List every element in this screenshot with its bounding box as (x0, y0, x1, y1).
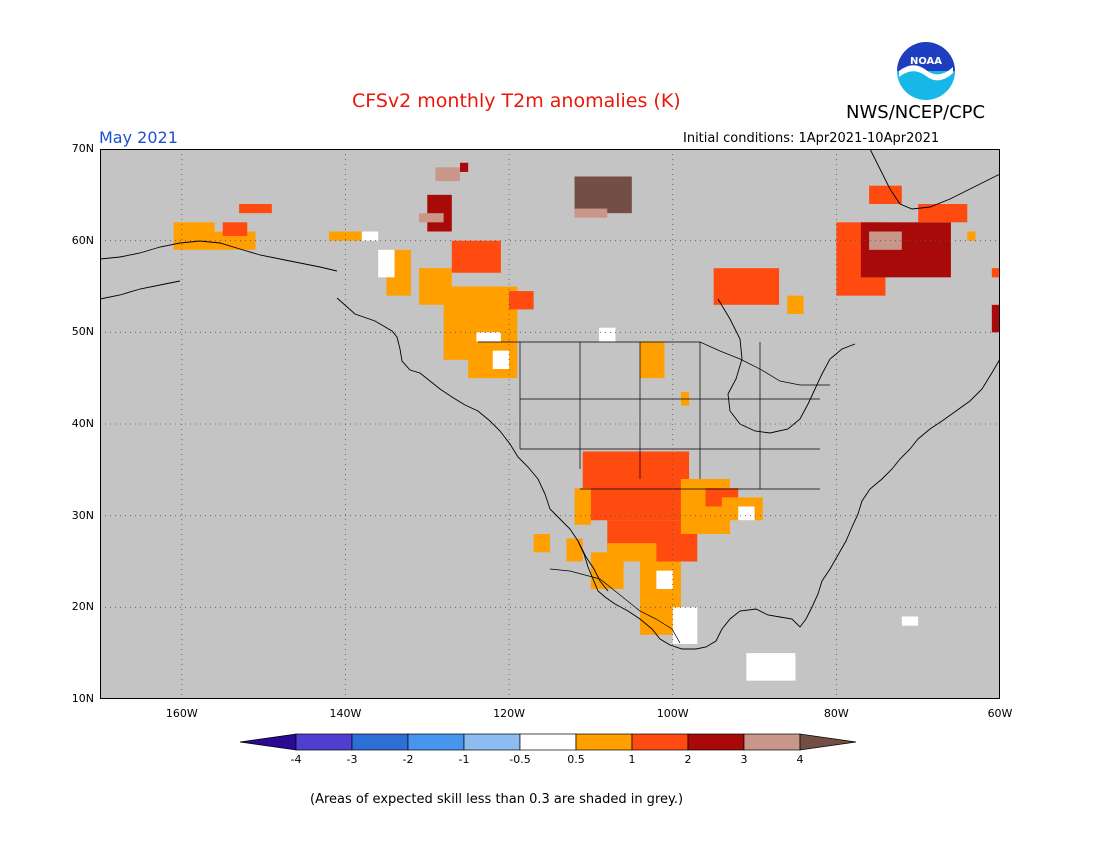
anomaly-cell-neutral (476, 332, 501, 342)
anomaly-cell-warm1 (173, 222, 215, 250)
us-states-1 (519, 342, 820, 490)
colorbar-segment (575, 733, 633, 751)
hudson-bay-coast (717, 298, 856, 434)
anomaly-cell-neutral (738, 506, 755, 521)
lon-label: 100W (656, 707, 689, 720)
colorbar-segment (295, 733, 353, 751)
anomaly-cell-neutral (599, 327, 616, 342)
colorbar-segment (743, 733, 801, 751)
colorbar-min-arrow (240, 733, 297, 751)
baja-coast (577, 540, 609, 592)
lat-label: 40N (71, 417, 94, 430)
anomaly-cell-warm4 (435, 167, 460, 182)
lat-label: 70N (71, 142, 94, 155)
map-gridlines (100, 149, 1000, 699)
colorbar-label: -2 (402, 753, 414, 766)
colorbar-segment (631, 733, 689, 751)
anomaly-cell-warm1 (566, 538, 583, 562)
anomaly-cell-warm3 (427, 194, 452, 232)
lat-label: 20N (71, 600, 94, 614)
anomaly-cell-neutral (901, 616, 919, 626)
political-borders (478, 341, 830, 644)
colorbar-label: -4 (290, 753, 302, 766)
alaska-coast (100, 240, 338, 272)
colorbar-cells (240, 733, 857, 751)
anomaly-cell-neutral (746, 653, 796, 681)
colorbar-label: 4 (796, 753, 804, 766)
anomaly-cell-warm2 (991, 268, 1000, 278)
lon-label: 160W (165, 707, 198, 720)
anomaly-cell-neutral (378, 249, 395, 278)
colorbar-label: 3 (740, 753, 748, 766)
anomaly-cell-warm5 (574, 176, 632, 214)
chart-title: CFSv2 monthly T2m anomalies (K) (352, 90, 681, 112)
anomaly-cells (173, 162, 1000, 681)
lat-label: 60N (71, 233, 94, 247)
colorbar-segment (463, 733, 521, 751)
noaa-logo: NOAA (896, 41, 956, 101)
logo-text: NOAA (910, 56, 942, 67)
anomaly-cell-warm1 (640, 341, 665, 379)
initial-conditions: Initial conditions: 1Apr2021-10Apr2021 (683, 131, 940, 146)
anomaly-cell-warm4 (574, 208, 608, 218)
anomaly-cell-warm2 (713, 268, 780, 305)
lon-label: 80W (823, 707, 849, 720)
anomaly-cell-warm1 (574, 488, 591, 525)
anomaly-cell-neutral (656, 570, 673, 589)
coastlines (100, 149, 1000, 650)
anomaly-cell-warm2 (509, 291, 534, 310)
anomaly-cell-warm2 (582, 451, 690, 521)
lat-label: 10N (71, 692, 94, 705)
greenland-coast (869, 149, 1000, 210)
colorbar-segment (351, 733, 409, 751)
anomaly-cell-warm3 (460, 162, 469, 172)
skill-footnote: (Areas of expected skill less than 0.3 a… (310, 792, 684, 807)
anomaly-cell-neutral (361, 231, 379, 241)
lat-label: 50N (71, 325, 94, 339)
colorbar-label: 0.5 (567, 753, 585, 766)
anomaly-map (100, 149, 1000, 699)
anomaly-cell-warm1 (787, 295, 804, 314)
anomaly-cell-warm2 (239, 204, 272, 214)
forecast-month: May 2021 (99, 128, 178, 147)
alaska-peninsula (100, 280, 181, 300)
lon-label: 140W (329, 707, 362, 720)
colorbar-label: 1 (628, 753, 636, 766)
agency-label: NWS/NCEP/CPC (846, 102, 986, 123)
north-america-coast (336, 297, 1000, 650)
colorbar-label: -0.5 (509, 753, 531, 766)
colorbar-label: -3 (346, 753, 358, 766)
us-mexico-border (549, 568, 681, 644)
colorbar-segment (407, 733, 465, 751)
colorbar (240, 733, 857, 751)
colorbar-max-arrow (799, 733, 857, 751)
anomaly-cell-warm2 (918, 204, 968, 223)
anomaly-cell-neutral (492, 350, 510, 369)
lon-label: 60W (987, 707, 1013, 720)
anomaly-cell-warm1 (533, 534, 550, 553)
colorbar-segment (687, 733, 745, 751)
anomaly-cell-warm1 (443, 286, 518, 360)
colorbar-label: -1 (458, 753, 470, 766)
anomaly-cell-warm4 (419, 213, 444, 223)
anomaly-cell-warm1 (967, 231, 976, 241)
lon-label: 120W (493, 707, 526, 720)
anomaly-cell-warm1 (329, 231, 362, 241)
lat-label: 30N (71, 508, 94, 522)
map-frame (100, 149, 1000, 699)
anomaly-cell-warm2 (222, 222, 248, 237)
us-canada-border (478, 341, 830, 386)
colorbar-label: 2 (684, 753, 692, 766)
colorbar-segment (519, 733, 577, 751)
anomaly-cell-warm2 (869, 185, 902, 204)
anomaly-cell-warm1 (590, 552, 624, 589)
anomaly-cell-warm2 (451, 240, 501, 273)
anomaly-cell-warm3 (860, 222, 951, 278)
anomaly-cell-neutral (672, 607, 698, 644)
anomaly-cell-warm3 (991, 304, 1000, 333)
